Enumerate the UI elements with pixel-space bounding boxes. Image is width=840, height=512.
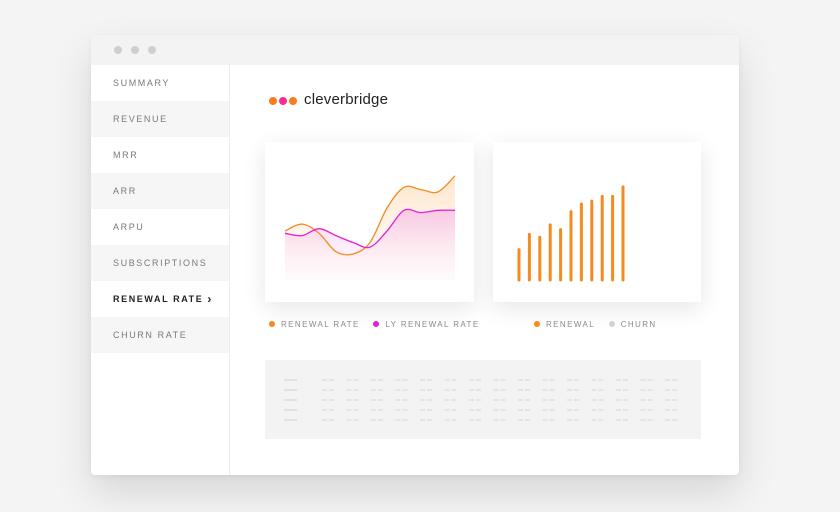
legend-dot-icon: [608, 321, 615, 327]
window-dot-icon[interactable]: [114, 46, 122, 54]
sidebar-nav: SUMMARY REVENUE MRR ARR ARPU SUBSCRIPTIO…: [91, 65, 230, 475]
line-chart: [284, 175, 456, 280]
legend-dot-icon: [373, 321, 380, 327]
sidebar-item-summary[interactable]: SUMMARY: [91, 65, 229, 101]
legend-label: LY RENEWAL RATE: [385, 320, 480, 329]
sidebar-item-label: SUBSCRIPTIONS: [113, 258, 208, 268]
bar-chart-card[interactable]: [493, 142, 701, 302]
line-chart-card[interactable]: [265, 142, 474, 302]
logo-dot-icon: [279, 97, 287, 105]
chevron-right-icon: ›: [207, 292, 213, 306]
legend-item: RENEWAL: [534, 320, 595, 329]
brand-name: cleverbridge: [304, 91, 389, 108]
line-chart-legend: RENEWAL RATE LY RENEWAL RATE: [269, 320, 490, 329]
legend-item: LY RENEWAL RATE: [373, 320, 479, 329]
window-dot-icon[interactable]: [148, 46, 156, 54]
sidebar-item-arpu[interactable]: ARPU: [91, 209, 229, 245]
sidebar-item-label: RENEWAL RATE: [113, 294, 204, 304]
sidebar-item-arr[interactable]: ARR: [91, 173, 229, 209]
logo-dot-icon: [269, 97, 277, 105]
legend-label: CHURN: [620, 320, 657, 329]
legend-dot-icon: [534, 321, 540, 327]
sidebar-item-renewal-rate[interactable]: RENEWAL RATE ›: [91, 281, 229, 317]
bar-chart-legend: RENEWAL CHURN: [534, 320, 667, 329]
sidebar-item-label: REVENUE: [113, 114, 168, 124]
sidebar-item-revenue[interactable]: REVENUE: [91, 101, 229, 137]
table-skeleton: [284, 379, 678, 421]
legend-dot-icon: [269, 321, 275, 327]
ly-renewal-rate-area: [285, 209, 455, 280]
legend-label: RENEWAL RATE: [281, 320, 360, 329]
bar-chart: [517, 185, 625, 282]
app-window: SUMMARY REVENUE MRR ARR ARPU SUBSCRIPTIO…: [91, 35, 739, 475]
sidebar-item-label: CHURN RATE: [113, 330, 188, 340]
window-dot-icon[interactable]: [131, 46, 139, 54]
sidebar-item-mrr[interactable]: MRR: [91, 137, 229, 173]
sidebar-item-label: SUMMARY: [113, 78, 171, 88]
window-titlebar: [91, 35, 739, 65]
legend-item: RENEWAL RATE: [269, 320, 360, 329]
ly-renewal-rate-line: [284, 208, 456, 249]
data-table-placeholder[interactable]: [265, 360, 701, 439]
sidebar-item-label: ARR: [113, 186, 137, 196]
sidebar-item-churn-rate[interactable]: CHURN RATE: [91, 317, 229, 353]
legend-label: RENEWAL: [546, 320, 596, 329]
sidebar-item-subscriptions[interactable]: SUBSCRIPTIONS: [91, 245, 229, 281]
legend-item: CHURN: [608, 320, 657, 329]
logo-dot-icon: [289, 97, 297, 105]
sidebar-item-label: ARPU: [113, 222, 145, 232]
sidebar-item-label: MRR: [113, 150, 139, 160]
